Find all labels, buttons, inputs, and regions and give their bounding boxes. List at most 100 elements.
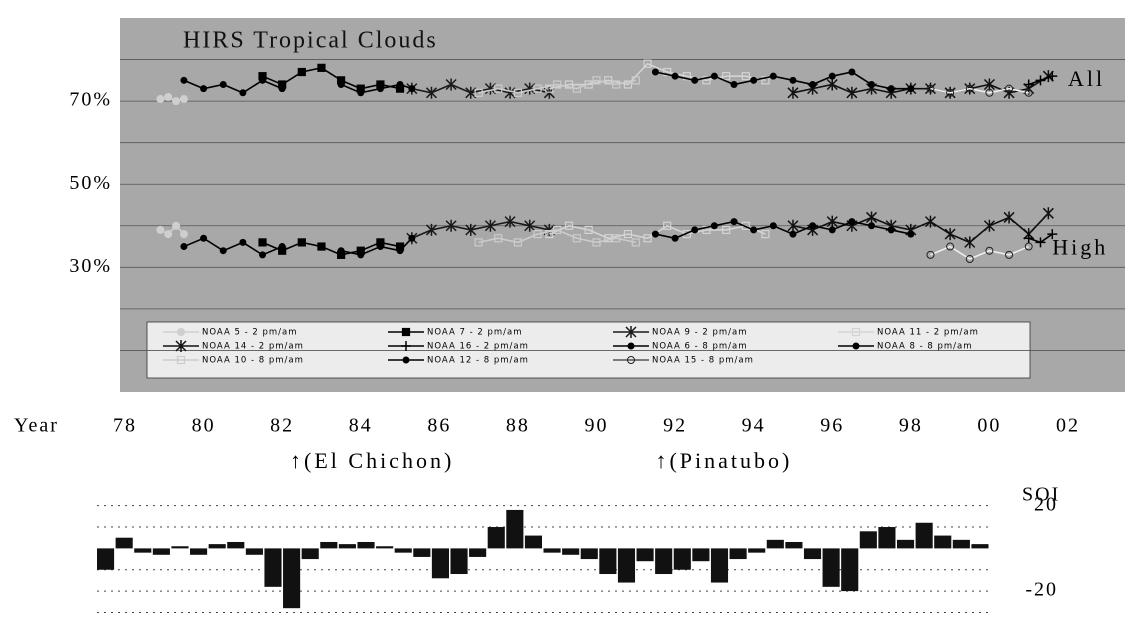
series-all xyxy=(651,68,915,93)
line xyxy=(159,224,185,236)
bar xyxy=(543,548,561,553)
bar xyxy=(431,548,449,579)
marker xyxy=(691,226,699,234)
marker xyxy=(564,221,574,230)
bar xyxy=(599,548,617,575)
marker xyxy=(572,84,581,93)
bar xyxy=(283,548,301,609)
bar xyxy=(822,548,840,587)
marker xyxy=(868,80,876,88)
marker xyxy=(445,78,457,91)
marker xyxy=(179,95,188,104)
marker xyxy=(866,211,878,224)
annotation: ↑(Pinatubo) xyxy=(655,448,792,473)
marker xyxy=(671,72,679,80)
marker xyxy=(730,218,738,226)
marker xyxy=(494,84,503,93)
x-tick-label: 90 xyxy=(585,415,609,437)
marker xyxy=(789,76,797,84)
marker xyxy=(177,328,185,336)
marker xyxy=(730,80,738,88)
bar xyxy=(301,548,319,560)
marker xyxy=(553,225,562,235)
marker xyxy=(172,221,181,230)
marker xyxy=(564,80,574,89)
marker xyxy=(396,80,404,88)
marker xyxy=(907,230,915,238)
marker xyxy=(408,85,416,93)
bar xyxy=(636,548,654,562)
legend-label: NOAA 5 - 2 pm/am xyxy=(202,328,297,338)
bar xyxy=(338,544,356,549)
marker xyxy=(175,340,187,352)
x-tick-label: 00 xyxy=(977,415,1001,437)
marker xyxy=(259,251,267,259)
marker xyxy=(983,219,995,232)
marker xyxy=(627,356,635,364)
bar xyxy=(729,548,747,560)
bar xyxy=(450,548,468,575)
marker xyxy=(1047,71,1058,82)
marker xyxy=(846,86,858,99)
bar xyxy=(376,546,394,549)
marker xyxy=(787,86,799,99)
marker xyxy=(946,242,955,251)
marker xyxy=(1042,207,1054,220)
marker xyxy=(357,89,365,97)
series-high xyxy=(926,242,1033,264)
marker xyxy=(180,243,188,251)
bar xyxy=(469,548,487,557)
marker xyxy=(741,72,750,81)
bar xyxy=(357,541,375,549)
marker xyxy=(868,222,876,230)
marker xyxy=(623,229,633,239)
marker xyxy=(789,230,797,238)
legend-label: NOAA 15 - 8 pm/am xyxy=(652,356,754,366)
marker xyxy=(691,76,699,84)
legend-label: NOAA 12 - 8 pm/am xyxy=(427,356,529,366)
bar xyxy=(227,541,245,549)
line xyxy=(792,75,1049,94)
x-tick-label: 86 xyxy=(427,415,451,437)
marker xyxy=(533,229,542,239)
series-all xyxy=(180,76,286,97)
marker xyxy=(761,229,770,239)
marker xyxy=(1035,237,1046,248)
marker xyxy=(651,230,659,238)
marker xyxy=(907,85,915,93)
legend-label: NOAA 14 - 2 pm/am xyxy=(202,342,304,352)
bar xyxy=(748,548,766,553)
marker xyxy=(787,219,799,232)
bar xyxy=(766,539,784,549)
legend-item: NOAA 14 - 2 pm/am xyxy=(163,340,304,352)
x-tick-label: 02 xyxy=(1056,415,1080,437)
line xyxy=(160,96,185,102)
bar xyxy=(934,535,952,549)
marker xyxy=(946,88,955,97)
legend-item: NOAA 6 - 8 pm/am xyxy=(613,342,746,352)
legend-label: NOAA 16 - 2 pm/am xyxy=(427,342,529,352)
marker xyxy=(663,221,672,230)
marker xyxy=(852,342,860,350)
legend-box xyxy=(146,321,1031,379)
marker xyxy=(627,342,635,350)
line xyxy=(183,79,283,94)
legend-label: NOAA 11 - 2 pm/am xyxy=(877,328,979,338)
y-tick-label: 70% xyxy=(69,89,112,111)
marker xyxy=(297,238,306,247)
marker xyxy=(524,219,536,232)
marker xyxy=(219,247,227,255)
x-axis-label: Year xyxy=(14,415,59,437)
bar xyxy=(896,539,915,549)
marker xyxy=(533,84,542,93)
marker xyxy=(964,236,976,249)
series-high xyxy=(651,218,915,242)
marker xyxy=(357,251,365,259)
bar xyxy=(841,548,859,592)
marker xyxy=(926,250,935,259)
bar xyxy=(171,546,189,549)
marker xyxy=(965,84,974,93)
bar xyxy=(487,527,505,549)
marker xyxy=(643,59,652,68)
